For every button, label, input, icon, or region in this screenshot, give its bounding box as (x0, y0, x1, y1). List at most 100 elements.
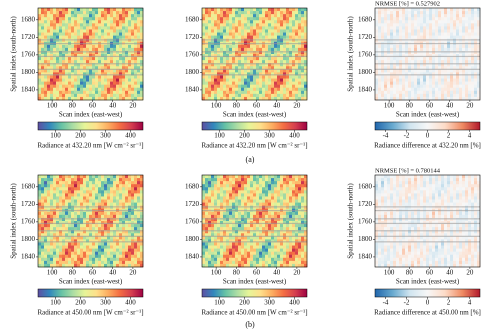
heatmap-cell (53, 190, 56, 193)
heatmap-cell (441, 14, 444, 17)
heatmap-cell (244, 14, 247, 17)
heatmap-cell (202, 200, 205, 203)
heatmap-cell (256, 215, 259, 218)
heatmap-cell (402, 60, 405, 63)
heatmap-cell (459, 14, 462, 17)
heatmap-cell (56, 75, 59, 78)
heatmap-cell (62, 33, 65, 36)
heatmap-cell (459, 45, 462, 48)
heatmap-cell (71, 45, 74, 48)
heatmap-cell (414, 29, 417, 32)
heatmap-cell (101, 196, 104, 199)
heatmap-cell (399, 20, 402, 23)
stripe (38, 39, 143, 40)
heatmap-cell (125, 178, 128, 181)
heatmap-cell (107, 82, 110, 85)
heatmap-cell (59, 261, 62, 264)
heatmap-cell (405, 94, 408, 97)
heatmap-cell (74, 249, 77, 252)
heatmap-cell (411, 26, 414, 29)
heatmap-cell (468, 17, 471, 20)
heatmap-cell (229, 11, 232, 14)
heatmap-cell (50, 224, 53, 227)
heatmap-cell (56, 181, 59, 184)
heatmap-cell (41, 94, 44, 97)
stripe (202, 51, 307, 52)
heatmap-cell (432, 29, 435, 32)
heatmap-cell (65, 48, 68, 51)
heatmap-cell (107, 26, 110, 29)
y-tick-label: 1760 (358, 50, 373, 58)
y-tick-label: 1680 (358, 15, 373, 23)
heatmap-cell (95, 178, 98, 181)
heatmap-cell (417, 79, 420, 82)
heatmap-cell (256, 57, 259, 60)
heatmap-cell (241, 23, 244, 26)
heatmap-cell (262, 57, 265, 60)
heatmap-cell (71, 48, 74, 51)
heatmap-cell (74, 91, 77, 94)
heatmap-cell (92, 14, 95, 17)
y-tick-label: 1800 (21, 235, 36, 243)
heatmap-cell (220, 8, 223, 11)
heatmap-cell (277, 60, 280, 63)
heatmap-cell (128, 178, 131, 181)
heatmap-cell (259, 29, 262, 32)
heatmap-cell (259, 88, 262, 91)
heatmap-cell (53, 187, 56, 190)
heatmap-cell (38, 29, 41, 32)
heatmap-cell (92, 252, 95, 255)
heatmap-cell (71, 190, 74, 193)
heatmap-cell (77, 14, 80, 17)
heatmap-cell (298, 88, 301, 91)
heatmap-cell (47, 29, 50, 32)
heatmap-cell (220, 29, 223, 32)
heatmap-cell (426, 88, 429, 91)
heatmap-cell (44, 184, 47, 187)
heatmap-cell (107, 23, 110, 26)
heatmap-cell (104, 48, 107, 51)
heatmap-cell (262, 23, 265, 26)
heatmap-cell (71, 29, 74, 32)
heatmap-cell (283, 190, 286, 193)
heatmap-cell (235, 79, 238, 82)
heatmap-cell (268, 23, 271, 26)
heatmap-cell (62, 252, 65, 255)
heatmap-cell (214, 91, 217, 94)
heatmap-cell (393, 33, 396, 36)
heatmap-cell (44, 178, 47, 181)
heatmap-cell (110, 45, 113, 48)
heatmap-cell (116, 258, 119, 261)
heatmap-cell (86, 181, 89, 184)
heatmap-cell (80, 181, 83, 184)
heatmap-cell (265, 91, 268, 94)
heatmap-cell (92, 91, 95, 94)
heatmap-cell (134, 17, 137, 20)
heatmap-cell (435, 14, 438, 17)
heatmap-cell (295, 75, 298, 78)
heatmap-cell (119, 187, 122, 190)
heatmap-cell (256, 94, 259, 97)
heatmap-cell (217, 175, 220, 178)
heatmap-cell (86, 85, 89, 88)
heatmap-cell (44, 203, 47, 206)
heatmap-cell (107, 175, 110, 178)
heatmap-cell (128, 75, 131, 78)
heatmap-cell (208, 85, 211, 88)
heatmap-cell (214, 85, 217, 88)
heatmap-cell (71, 255, 74, 258)
heatmap-cell (122, 178, 125, 181)
heatmap-cell (271, 91, 274, 94)
heatmap-cell (71, 23, 74, 26)
heatmap-cell (414, 14, 417, 17)
heatmap-cell (101, 200, 104, 203)
heatmap-cell (56, 45, 59, 48)
heatmap-cell (256, 45, 259, 48)
heatmap-cell (247, 184, 250, 187)
heatmap-cell (128, 255, 131, 258)
heatmap-cell (110, 261, 113, 264)
heatmap-cell (411, 23, 414, 26)
heatmap-cell (456, 17, 459, 20)
x-tick-label: 60 (253, 102, 261, 110)
heatmap-cell (65, 23, 68, 26)
